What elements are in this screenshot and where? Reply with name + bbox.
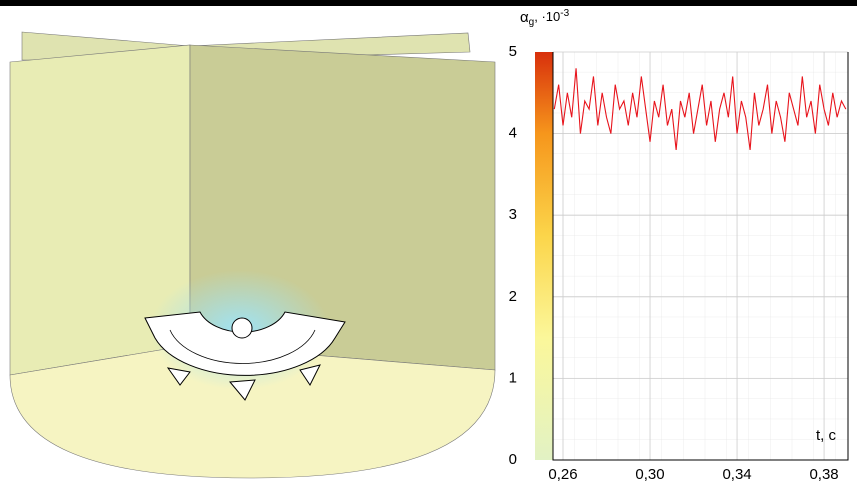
top-bar <box>0 0 857 6</box>
blade <box>166 367 191 386</box>
signal-line <box>553 68 847 150</box>
y-axis-label: αg, ·10-3 <box>520 8 570 28</box>
x-tick-label: 0,34 <box>722 466 751 483</box>
y-tick-label: 3 <box>509 206 517 223</box>
blade <box>228 379 256 401</box>
impeller <box>144 311 346 376</box>
x-tick-label: 0,38 <box>809 466 838 483</box>
y-tick-label: 0 <box>509 451 517 468</box>
y-tick-label: 1 <box>509 369 517 386</box>
impeller-ring <box>169 329 316 364</box>
tank-bottom <box>9 344 496 479</box>
y-label-subscript: g <box>529 17 535 28</box>
y-label-exponent: -3 <box>560 8 569 19</box>
blade <box>299 364 321 386</box>
x-tick-label: 0,30 <box>635 466 664 483</box>
x-tick-label: 0,26 <box>548 466 577 483</box>
x-axis-label: t, c <box>816 427 837 444</box>
color-bar <box>535 52 553 460</box>
y-tick-label: 4 <box>509 125 517 142</box>
y-label-unit: , ·10 <box>534 9 560 24</box>
y-tick-label: 5 <box>509 43 517 60</box>
y-label-symbol: α <box>520 9 529 26</box>
y-tick-label: 2 <box>509 288 517 305</box>
tank-render <box>9 31 496 479</box>
shaft <box>231 317 253 339</box>
axis-frame <box>552 52 849 461</box>
